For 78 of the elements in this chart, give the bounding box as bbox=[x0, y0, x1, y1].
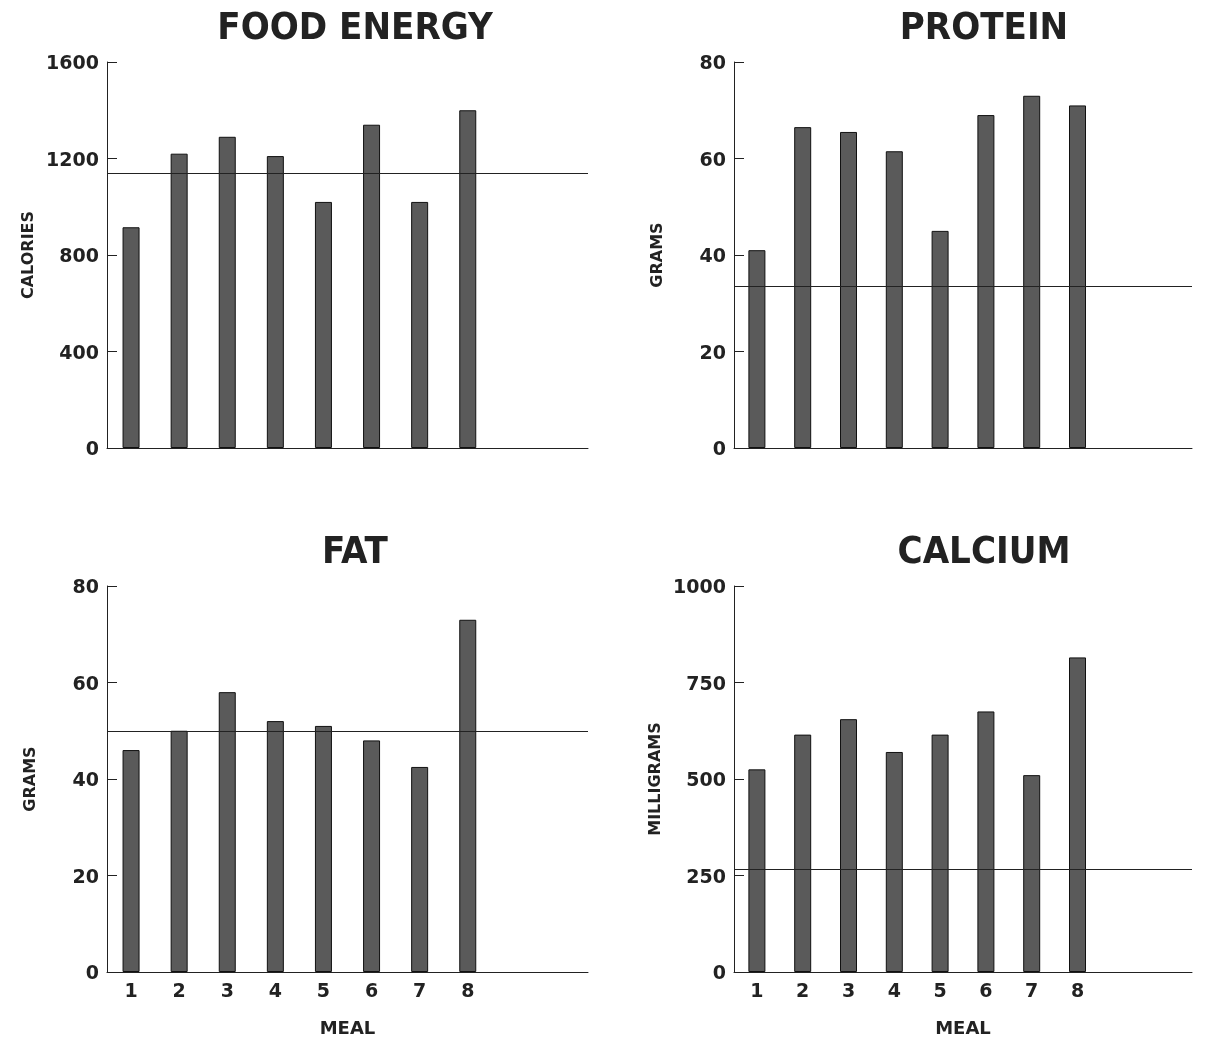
bar bbox=[885, 151, 903, 448]
x-tick-label: 1 bbox=[124, 978, 138, 1001]
x-tick-label: 6 bbox=[979, 978, 993, 1001]
y-tick-label: 0 bbox=[85, 961, 99, 983]
y-tick-label: 60 bbox=[72, 671, 99, 694]
x-axis-title: MEAL bbox=[319, 1016, 376, 1038]
x-tick-label: 2 bbox=[796, 978, 810, 1001]
bar bbox=[748, 250, 766, 448]
bar bbox=[170, 153, 188, 448]
x-tick-label: 3 bbox=[220, 978, 234, 1001]
bar bbox=[1069, 105, 1086, 448]
bar bbox=[1023, 775, 1041, 972]
bar bbox=[931, 230, 949, 448]
bar bbox=[840, 719, 857, 972]
y-tick-label: 80 bbox=[72, 575, 99, 597]
y-axis-title: GRAMS bbox=[19, 746, 39, 812]
bar bbox=[411, 766, 429, 972]
bar bbox=[977, 115, 995, 448]
x-tick-label: 8 bbox=[461, 978, 475, 1001]
y-tick-label: 20 bbox=[72, 864, 99, 887]
chart-title: FAT bbox=[322, 528, 389, 572]
y-tick-label: 1600 bbox=[46, 51, 99, 73]
bar bbox=[459, 110, 477, 448]
y-tick-label: 500 bbox=[686, 768, 726, 790]
y-tick-label: 750 bbox=[686, 671, 726, 694]
bar bbox=[314, 201, 332, 448]
y-axis-title: CALORIES bbox=[17, 210, 37, 300]
chart-title: FOOD ENERGY bbox=[217, 4, 494, 48]
y-axis-title: MILLIGRAMS bbox=[644, 722, 664, 836]
bar bbox=[459, 619, 477, 972]
y-tick-label: 20 bbox=[699, 340, 726, 363]
x-tick-label: 4 bbox=[268, 978, 282, 1001]
x-tick-label: 6 bbox=[364, 978, 379, 1001]
bar bbox=[363, 740, 381, 972]
bar bbox=[218, 136, 236, 448]
chart-title: CALCIUM bbox=[897, 528, 1071, 572]
bar bbox=[266, 156, 284, 448]
bar bbox=[840, 131, 857, 448]
y-tick-label: 0 bbox=[85, 437, 99, 459]
y-tick-label: 1000 bbox=[673, 575, 726, 597]
y-axis-title: GRAMS bbox=[646, 222, 666, 288]
y-tick-label: 800 bbox=[59, 244, 99, 266]
bar bbox=[122, 227, 140, 448]
bar bbox=[1023, 95, 1041, 448]
y-tick-label: 0 bbox=[712, 961, 726, 983]
bar bbox=[218, 692, 236, 972]
x-tick-label: 8 bbox=[1070, 978, 1085, 1001]
bar bbox=[411, 201, 429, 448]
y-tick-label: 40 bbox=[699, 244, 726, 266]
y-tick-label: 0 bbox=[712, 437, 726, 459]
x-tick-label: 1 bbox=[750, 978, 764, 1001]
bar bbox=[748, 769, 766, 972]
bar bbox=[363, 124, 381, 448]
bar bbox=[931, 734, 949, 972]
y-tick-label: 40 bbox=[72, 768, 99, 790]
y-tick-label: 400 bbox=[59, 340, 99, 363]
x-axis-title: MEAL bbox=[935, 1016, 991, 1038]
bar bbox=[1069, 657, 1086, 972]
bar bbox=[314, 725, 332, 972]
x-tick-label: 7 bbox=[413, 978, 427, 1001]
bar bbox=[170, 730, 188, 972]
bar bbox=[794, 127, 812, 448]
bar bbox=[977, 711, 995, 972]
y-tick-label: 80 bbox=[699, 51, 726, 73]
bar bbox=[266, 721, 284, 972]
x-tick-label: 2 bbox=[172, 978, 186, 1001]
x-tick-label: 3 bbox=[841, 978, 856, 1001]
x-tick-label: 7 bbox=[1025, 978, 1039, 1001]
bar bbox=[794, 734, 812, 972]
y-tick-label: 1200 bbox=[46, 147, 99, 170]
bar bbox=[122, 750, 140, 972]
y-tick-label: 60 bbox=[699, 147, 726, 170]
y-tick-label: 250 bbox=[686, 864, 726, 887]
chart-title: PROTEIN bbox=[899, 4, 1069, 48]
x-tick-label: 4 bbox=[887, 978, 901, 1001]
x-tick-label: 5 bbox=[316, 978, 331, 1001]
x-tick-label: 5 bbox=[933, 978, 947, 1001]
bar bbox=[885, 751, 903, 972]
